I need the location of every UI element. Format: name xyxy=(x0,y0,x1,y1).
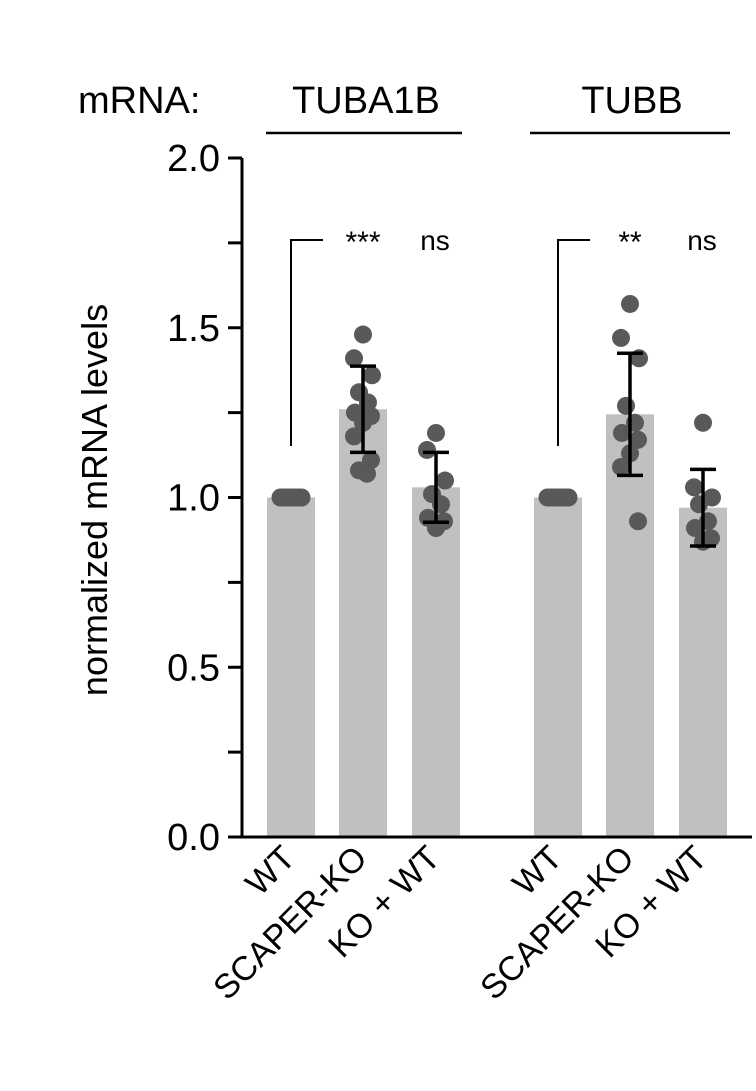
bar xyxy=(412,487,460,837)
y-tick-label: 0.5 xyxy=(167,647,220,689)
data-point xyxy=(685,478,703,497)
bar xyxy=(267,497,315,837)
data-point xyxy=(345,427,363,446)
data-point xyxy=(559,488,578,507)
data-point xyxy=(613,423,631,442)
data-point xyxy=(629,430,647,449)
data-point xyxy=(362,451,380,470)
data-point xyxy=(436,471,454,490)
data-point xyxy=(612,457,630,476)
data-point xyxy=(621,294,639,313)
y-tick-label: 1.0 xyxy=(167,478,220,520)
y-tick-label: 1.5 xyxy=(167,308,220,350)
data-point xyxy=(612,328,630,347)
data-point xyxy=(363,366,381,385)
data-point xyxy=(292,488,311,507)
group-title: TUBA1B xyxy=(292,80,440,122)
y-tick-label: 2.0 xyxy=(167,138,220,180)
significance-label: ns xyxy=(420,225,450,256)
data-point xyxy=(427,423,445,442)
significance-bracket xyxy=(290,239,323,446)
data-point xyxy=(354,325,372,344)
data-point xyxy=(418,440,436,459)
y-tick-label: 0.0 xyxy=(167,817,220,859)
data-point xyxy=(694,413,712,432)
data-point xyxy=(617,396,635,415)
bar xyxy=(606,414,654,837)
significance-label: *** xyxy=(345,226,380,259)
data-point xyxy=(686,519,704,538)
data-point xyxy=(629,512,647,531)
data-point xyxy=(358,464,376,483)
bar xyxy=(534,497,582,837)
significance-label: ns xyxy=(687,225,717,256)
data-point xyxy=(690,495,708,514)
bar xyxy=(679,507,727,837)
data-point xyxy=(345,349,363,368)
significance-bracket xyxy=(557,239,590,446)
mrna-prefix-label: mRNA: xyxy=(78,80,200,122)
group-title: TUBB xyxy=(581,80,682,122)
significance-label: ** xyxy=(618,226,642,259)
y-axis-label: normalized mRNA levels xyxy=(74,304,115,696)
